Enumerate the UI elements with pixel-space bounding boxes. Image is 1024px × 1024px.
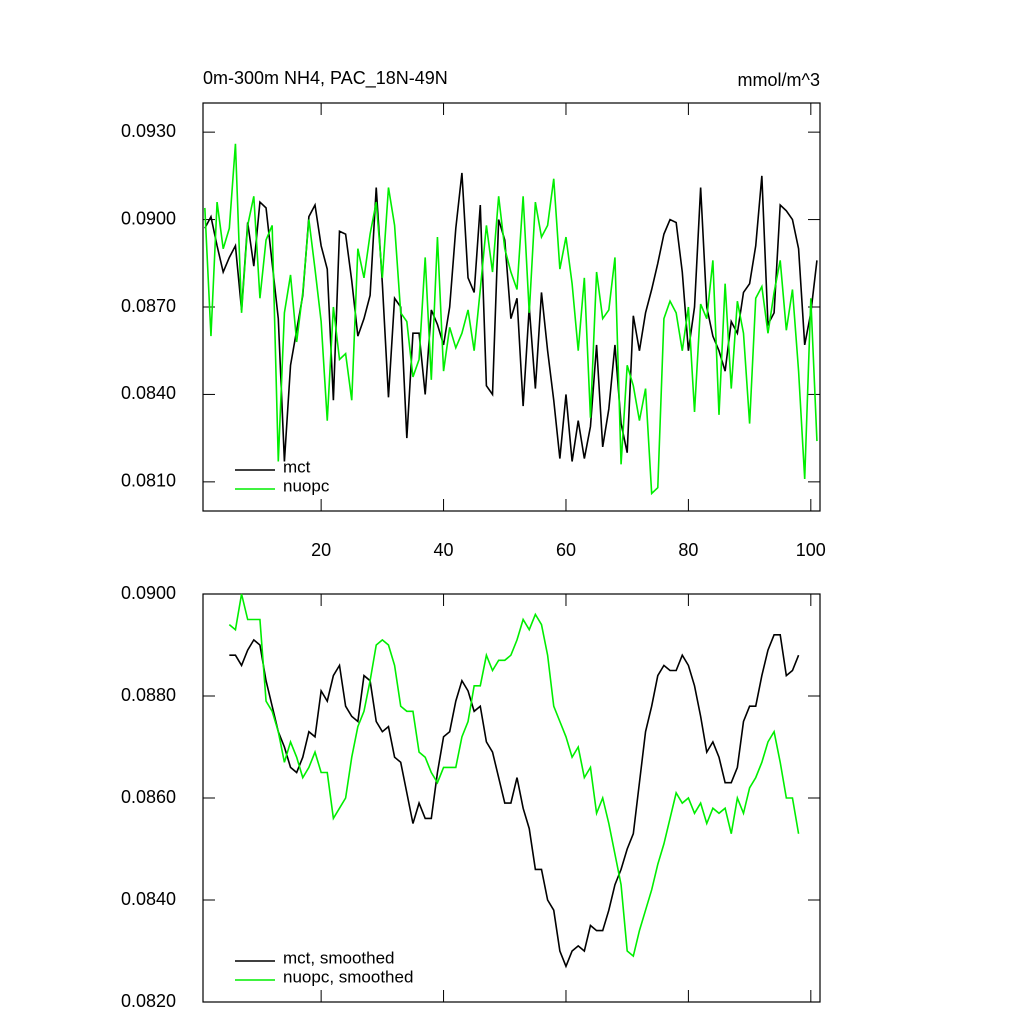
y-tick-label: 0.0870 xyxy=(121,296,176,316)
series-line xyxy=(228,593,800,958)
y-tick-label: 0.0840 xyxy=(121,383,176,403)
legend-label: nuopc xyxy=(283,476,330,495)
x-tick-label: 60 xyxy=(556,540,576,560)
y-tick-label: 0.0820 xyxy=(121,991,176,1011)
series-line xyxy=(229,634,800,969)
y-tick-label: 0.0900 xyxy=(121,208,176,228)
y-tick-label: 0.0900 xyxy=(121,583,176,603)
units-label: mmol/m^3 xyxy=(738,70,820,90)
y-tick-label: 0.0880 xyxy=(121,685,176,705)
legend-label: mct xyxy=(283,457,311,476)
y-tick-label: 0.0810 xyxy=(121,471,176,491)
chart-title: 0m-300m NH4, PAC_18N-49N xyxy=(203,68,448,89)
x-tick-label: 40 xyxy=(434,540,454,560)
series-line xyxy=(204,143,818,496)
series-line xyxy=(204,172,818,462)
y-tick-label: 0.0860 xyxy=(121,787,176,807)
y-tick-label: 0.0840 xyxy=(121,889,176,909)
y-tick-label: 0.0930 xyxy=(121,121,176,141)
legend-label: nuopc, smoothed xyxy=(283,967,413,986)
plot-frame xyxy=(202,102,821,512)
legend-label: mct, smoothed xyxy=(283,948,395,967)
x-tick-label: 80 xyxy=(678,540,698,560)
x-tick-label: 20 xyxy=(311,540,331,560)
x-tick-label: 100 xyxy=(796,540,826,560)
